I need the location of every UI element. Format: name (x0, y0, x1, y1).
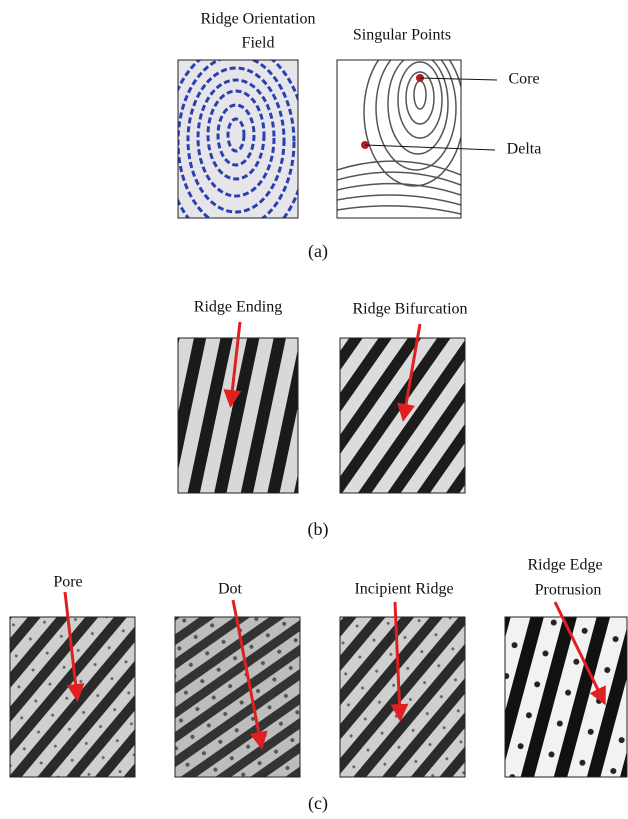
label: Delta (507, 141, 542, 158)
caption: (b) (308, 519, 329, 540)
label: Ridge Orientation (200, 11, 315, 28)
incipient-image (340, 617, 465, 777)
protrusion-image (505, 617, 627, 777)
label: Ridge Edge (527, 557, 602, 574)
label: Core (508, 71, 539, 88)
dot-image (175, 617, 300, 777)
label: Ridge Ending (194, 299, 282, 316)
label: Incipient Ridge (354, 581, 453, 598)
orientation-image (166, 45, 306, 245)
label: Protrusion (535, 582, 602, 599)
caption: (a) (308, 241, 328, 262)
label: Field (242, 35, 275, 52)
label: Pore (53, 574, 82, 591)
ending-image (178, 338, 298, 493)
pore-image (10, 617, 135, 777)
label: Singular Points (353, 27, 451, 44)
label: Ridge Bifurcation (352, 301, 467, 318)
label: Dot (218, 581, 243, 598)
caption: (c) (308, 793, 328, 814)
figure: Ridge Orientation Field Singular Points … (0, 0, 628, 819)
bifurcation-image (340, 338, 465, 493)
singular-image (337, 38, 464, 218)
